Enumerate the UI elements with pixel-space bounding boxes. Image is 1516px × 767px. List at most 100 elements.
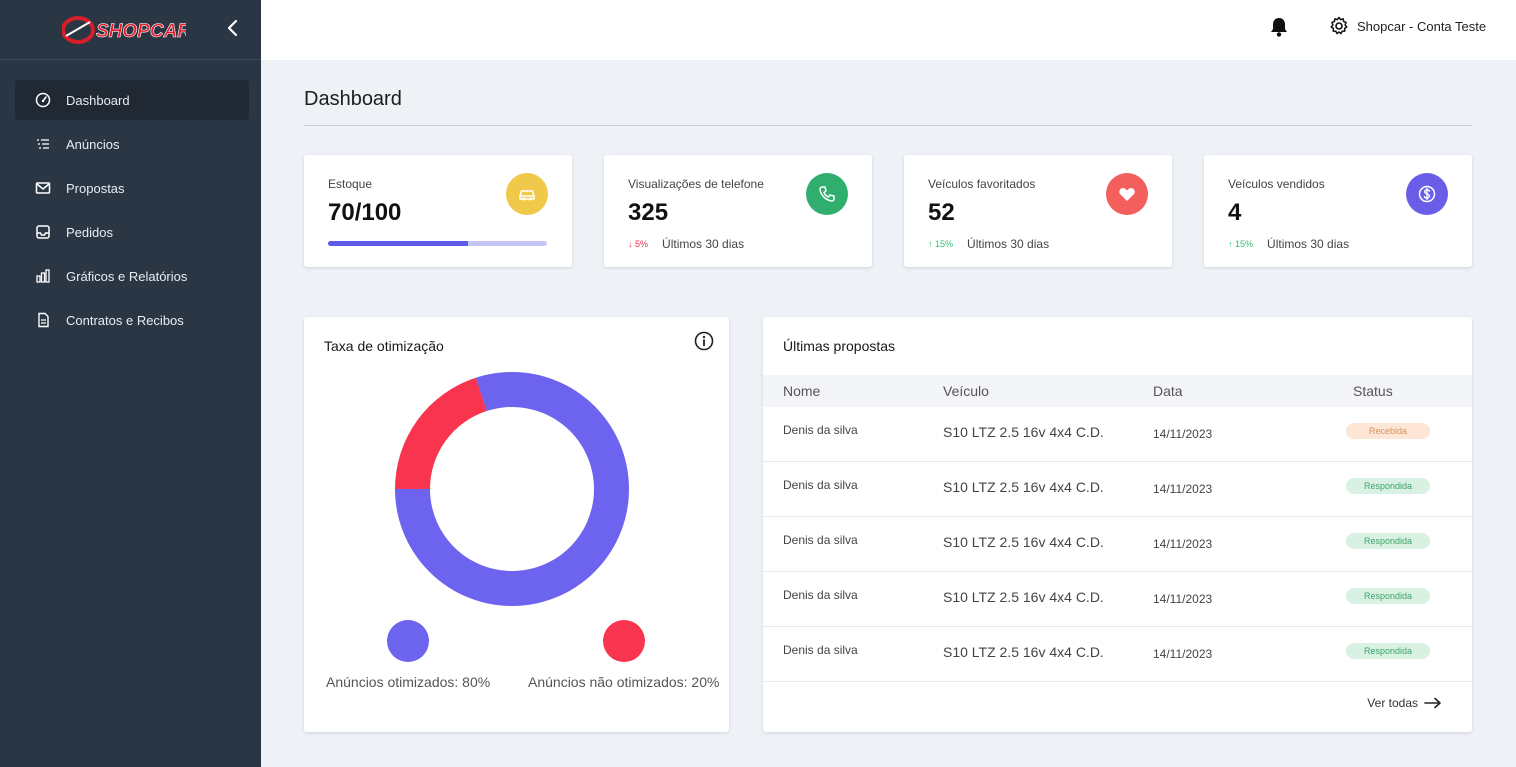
sidebar-header: SHOPCAR xyxy=(0,0,261,60)
stock-progress-bar xyxy=(328,241,547,246)
sidebar-item-label: Gráficos e Relatórios xyxy=(66,268,188,284)
legend-label-not-optimized: Anúncios não otimizados: 20% xyxy=(528,674,720,690)
title-divider xyxy=(304,125,1472,126)
legend-dot-optimized xyxy=(387,620,429,662)
optimization-donut-chart xyxy=(395,372,629,606)
stat-label: Visualizações de telefone xyxy=(628,177,764,191)
cell-date: 14/11/2023 xyxy=(1153,482,1213,496)
arrow-up-icon: ↑ xyxy=(1228,239,1233,249)
column-header-nome: Nome xyxy=(783,383,821,399)
trend-percentage: ↓ 5% xyxy=(628,239,648,249)
table-row[interactable]: Denis da silva S10 LTZ 2.5 16v 4x4 C.D. … xyxy=(763,462,1472,517)
column-header-status: Status xyxy=(1353,383,1393,399)
sidebar-item-contratos[interactable]: Contratos e Recibos xyxy=(15,300,249,340)
cell-vehicle: S10 LTZ 2.5 16v 4x4 C.D. xyxy=(943,589,1104,605)
sidebar-item-label: Dashboard xyxy=(66,92,130,108)
document-icon xyxy=(35,312,51,328)
trend-percentage: ↑ 15% xyxy=(1228,239,1253,249)
sidebar-item-anuncios[interactable]: Anúncios xyxy=(15,124,249,164)
phone-icon xyxy=(806,173,848,215)
sidebar: SHOPCAR Dashboard Anúncios Propostas xyxy=(0,0,261,767)
bell-icon[interactable] xyxy=(1269,16,1289,38)
gauge-icon xyxy=(35,92,51,108)
arrow-up-icon: ↑ xyxy=(928,239,933,249)
trend-period: Últimos 30 dias xyxy=(662,237,745,251)
stat-card-sold: Veículos vendidos 4 ↑ 15% Últimos 30 dia… xyxy=(1204,155,1472,267)
stat-value: 325 xyxy=(628,199,669,226)
sidebar-item-label: Anúncios xyxy=(66,136,120,152)
cell-date: 14/11/2023 xyxy=(1153,647,1213,661)
optimization-card: Taxa de otimização Anúncios otimizados: … xyxy=(304,317,729,732)
stock-progress-fill xyxy=(328,241,469,246)
donut-slice-not-optimized xyxy=(395,377,487,489)
cell-vehicle: S10 LTZ 2.5 16v 4x4 C.D. xyxy=(943,644,1104,660)
stat-value: 52 xyxy=(928,199,955,226)
bar-chart-icon xyxy=(35,268,51,284)
stat-label: Veículos favoritados xyxy=(928,177,1036,191)
sidebar-item-graficos[interactable]: Gráficos e Relatórios xyxy=(15,256,249,296)
cell-name: Denis da silva xyxy=(783,643,858,657)
list-icon xyxy=(35,136,51,152)
cell-vehicle: S10 LTZ 2.5 16v 4x4 C.D. xyxy=(943,479,1104,495)
arrow-right-icon xyxy=(1424,697,1441,709)
page-title: Dashboard xyxy=(304,88,402,110)
inbox-icon xyxy=(35,224,51,240)
brand-text: SHOPCAR xyxy=(96,21,186,42)
proposals-card: Últimas propostas Nome Veículo Data Stat… xyxy=(763,317,1472,732)
status-badge: Respondida xyxy=(1346,533,1430,549)
stat-value: 70/100 xyxy=(328,199,402,226)
car-icon xyxy=(506,173,548,215)
account-menu[interactable]: Shopcar - Conta Teste xyxy=(1329,16,1486,36)
cell-name: Denis da silva xyxy=(783,588,858,602)
stat-card-favorites: Veículos favoritados 52 ↑ 15% Últimos 30… xyxy=(904,155,1172,267)
trend-value: 5% xyxy=(635,239,649,249)
topbar: Shopcar - Conta Teste xyxy=(261,0,1516,60)
table-header: Nome Veículo Data Status xyxy=(763,375,1472,407)
account-label: Shopcar - Conta Teste xyxy=(1357,18,1487,34)
sidebar-item-propostas[interactable]: Propostas xyxy=(15,168,249,208)
info-icon[interactable] xyxy=(694,331,714,351)
cell-name: Denis da silva xyxy=(783,423,858,437)
table-row[interactable]: Denis da silva S10 LTZ 2.5 16v 4x4 C.D. … xyxy=(763,517,1472,572)
status-badge: Recebida xyxy=(1346,423,1430,439)
column-header-data: Data xyxy=(1153,383,1183,399)
table-row[interactable]: Denis da silva S10 LTZ 2.5 16v 4x4 C.D. … xyxy=(763,627,1472,682)
collapse-sidebar-icon[interactable] xyxy=(224,17,242,39)
proposals-title: Últimas propostas xyxy=(783,338,896,354)
see-all-label: Ver todas xyxy=(1367,696,1418,710)
status-badge: Respondida xyxy=(1346,643,1430,659)
donut-slice-optimized xyxy=(395,372,629,606)
status-badge: Respondida xyxy=(1346,588,1430,604)
trend-percentage: ↑ 15% xyxy=(928,239,953,249)
table-body: Denis da silva S10 LTZ 2.5 16v 4x4 C.D. … xyxy=(763,407,1472,682)
cell-date: 14/11/2023 xyxy=(1153,592,1213,606)
dollar-icon xyxy=(1406,173,1448,215)
column-header-veiculo: Veículo xyxy=(943,383,989,399)
cell-name: Denis da silva xyxy=(783,478,858,492)
table-row[interactable]: Denis da silva S10 LTZ 2.5 16v 4x4 C.D. … xyxy=(763,572,1472,627)
trend-period: Últimos 30 dias xyxy=(1267,237,1350,251)
trend-value: 15% xyxy=(1235,239,1254,249)
cell-name: Denis da silva xyxy=(783,533,858,547)
trend-row: ↓ 5% Últimos 30 dias xyxy=(628,237,744,251)
shopcar-logo[interactable]: SHOPCAR xyxy=(62,14,186,46)
arrow-down-icon: ↓ xyxy=(628,239,633,249)
cell-vehicle: S10 LTZ 2.5 16v 4x4 C.D. xyxy=(943,424,1104,440)
legend-label-optimized: Anúncios otimizados: 80% xyxy=(326,674,491,690)
sidebar-nav: Dashboard Anúncios Propostas Pedidos Grá… xyxy=(15,80,249,344)
trend-value: 15% xyxy=(935,239,954,249)
stat-card-stock: Estoque 70/100 xyxy=(304,155,572,267)
sidebar-item-label: Pedidos xyxy=(66,224,113,240)
stat-value: 4 xyxy=(1228,199,1242,226)
table-row[interactable]: Denis da silva S10 LTZ 2.5 16v 4x4 C.D. … xyxy=(763,407,1472,462)
see-all-link[interactable]: Ver todas xyxy=(1367,696,1442,710)
sidebar-item-dashboard[interactable]: Dashboard xyxy=(15,80,249,120)
stat-card-phone-views: Visualizações de telefone 325 ↓ 5% Últim… xyxy=(604,155,872,267)
legend-dot-not-optimized xyxy=(603,620,645,662)
stat-label: Estoque xyxy=(328,177,373,191)
sidebar-item-pedidos[interactable]: Pedidos xyxy=(15,212,249,252)
trend-row: ↑ 15% Últimos 30 dias xyxy=(1228,237,1349,251)
status-badge: Respondida xyxy=(1346,478,1430,494)
mail-icon xyxy=(35,180,51,196)
cell-date: 14/11/2023 xyxy=(1153,537,1213,551)
